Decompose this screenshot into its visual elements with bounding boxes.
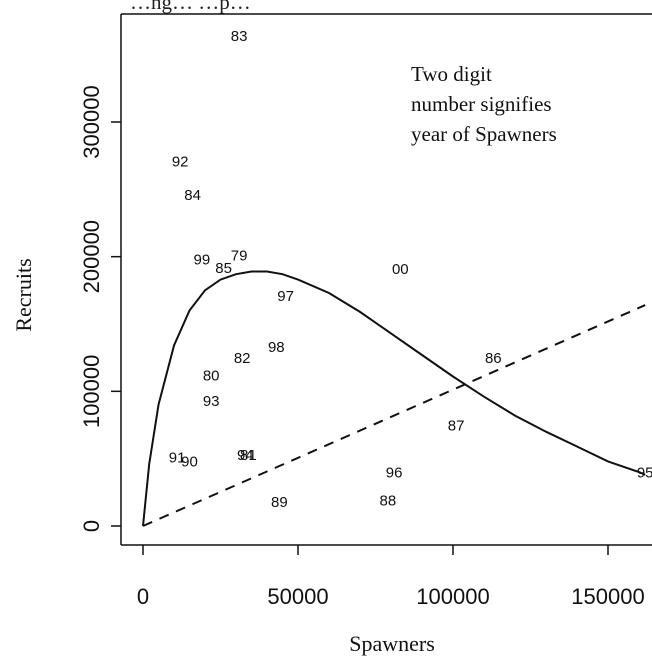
point-label: 99 xyxy=(194,252,211,269)
point-label: 00 xyxy=(392,261,409,278)
point-label: 90 xyxy=(181,454,198,471)
point-label: 96 xyxy=(386,464,403,481)
point-label: 95 xyxy=(637,464,652,481)
x-tick-label: 150000 xyxy=(571,584,644,609)
point-label: 88 xyxy=(380,493,397,510)
recruitment-curve xyxy=(142,270,646,527)
y-axis: 0 100000 200000 300000 xyxy=(79,85,121,532)
x-axis: 0 50000 100000 150000 xyxy=(137,545,645,609)
point-label: 86 xyxy=(485,350,502,367)
point-label: 93 xyxy=(203,393,220,410)
point-label: 91 xyxy=(169,450,186,467)
point-label: 92 xyxy=(172,153,189,170)
point-label: 89 xyxy=(271,494,288,511)
annotation-line-3: year of Spawners xyxy=(411,122,557,146)
chart-title: …ng… …p… xyxy=(130,0,251,14)
y-tick-label: 100000 xyxy=(79,355,104,428)
y-tick-label: 300000 xyxy=(79,85,104,158)
y-tick-label: 200000 xyxy=(79,220,104,293)
replacement-line xyxy=(142,304,646,527)
annotation-line-1: Two digit xyxy=(411,62,492,86)
fitted-lines xyxy=(142,270,646,527)
point-label: 85 xyxy=(215,260,232,277)
point-label: 83 xyxy=(231,28,248,45)
point-label: 81 xyxy=(240,447,257,464)
point-label: 82 xyxy=(234,350,251,367)
point-label: 84 xyxy=(184,187,201,204)
x-axis-label: Spawners xyxy=(349,631,435,656)
y-tick-label: 0 xyxy=(79,520,104,532)
point-label: 94 xyxy=(237,447,254,464)
point-label: 97 xyxy=(277,288,294,305)
annotation-line-2: number signifies xyxy=(411,92,552,116)
x-tick-label: 50000 xyxy=(267,584,328,609)
point-label: 80 xyxy=(203,367,220,384)
point-label: 79 xyxy=(231,248,248,265)
point-label: 98 xyxy=(268,339,285,356)
point-label: 87 xyxy=(448,417,465,434)
annotation-box: Two digit number signifies year of Spawn… xyxy=(411,62,557,146)
y-axis-label: Recruits xyxy=(11,258,36,331)
x-tick-label: 0 xyxy=(137,584,149,609)
x-tick-label: 100000 xyxy=(416,584,489,609)
